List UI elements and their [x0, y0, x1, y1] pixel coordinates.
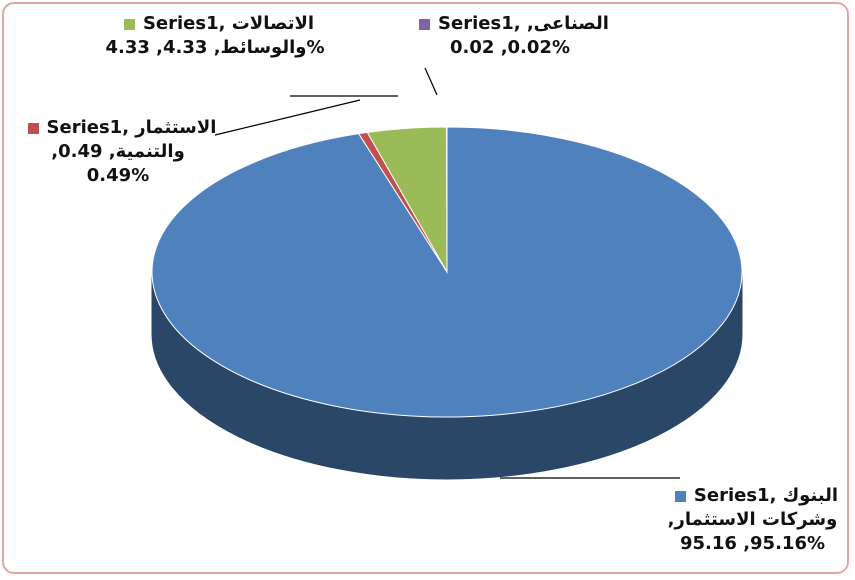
label-separator: ,	[667, 509, 675, 530]
label-part: الصناعى	[533, 13, 609, 34]
data-label: Series1, البنوك وشركات الاستثمار, 95.16,…	[655, 484, 850, 556]
label-part: الاستثمار والتنمية	[115, 117, 217, 162]
label-part: البنوك وشركات الاستثمار	[674, 485, 839, 530]
label-part: 0.49	[58, 141, 103, 162]
legend-key	[27, 122, 39, 134]
label-separator: ,	[122, 117, 136, 138]
label-part: Series1	[142, 13, 219, 34]
label-separator: ,	[736, 533, 751, 554]
label-separator: ,	[102, 141, 116, 162]
label-separator: ,	[149, 37, 164, 58]
label-separator: ,	[769, 485, 783, 506]
label-separator: ,	[207, 37, 221, 58]
label-part: Series1	[693, 485, 770, 506]
label-part: Series1	[438, 13, 514, 34]
label-part: 95.16%	[679, 533, 826, 554]
chart-frame	[2, 2, 849, 574]
legend-key	[419, 18, 431, 30]
label-separator: ,	[218, 13, 232, 34]
data-label: Series1, الاتصالات والوسائط, 4.33, 4.33%	[100, 12, 330, 60]
label-part: 4.33	[163, 37, 208, 58]
data-label: Series1, الاستثمار والتنمية, 0.49, 0.49%	[18, 116, 218, 188]
label-part: 0.49%	[86, 165, 150, 186]
legend-key	[123, 18, 135, 30]
label-separator: ,	[513, 13, 527, 34]
leader-lines	[214, 67, 680, 479]
data-label: Series1, الصناعى, 0.02, 0.02%	[395, 12, 625, 60]
leader-line	[424, 67, 438, 96]
label-separator: ,	[51, 141, 59, 162]
label-part: 0.02%	[450, 37, 570, 58]
label-part: 4.33%	[105, 37, 325, 58]
pie-tops	[151, 126, 743, 418]
label-part: 95.16	[750, 533, 807, 554]
label-part: الاتصالات والوسائط	[220, 13, 315, 58]
label-part: Series1	[46, 117, 123, 138]
label-separator: ,	[526, 13, 534, 34]
label-part: 0.02	[507, 37, 552, 58]
label-separator: ,	[494, 37, 508, 58]
leader-line	[214, 99, 361, 136]
legend-key	[674, 490, 686, 502]
